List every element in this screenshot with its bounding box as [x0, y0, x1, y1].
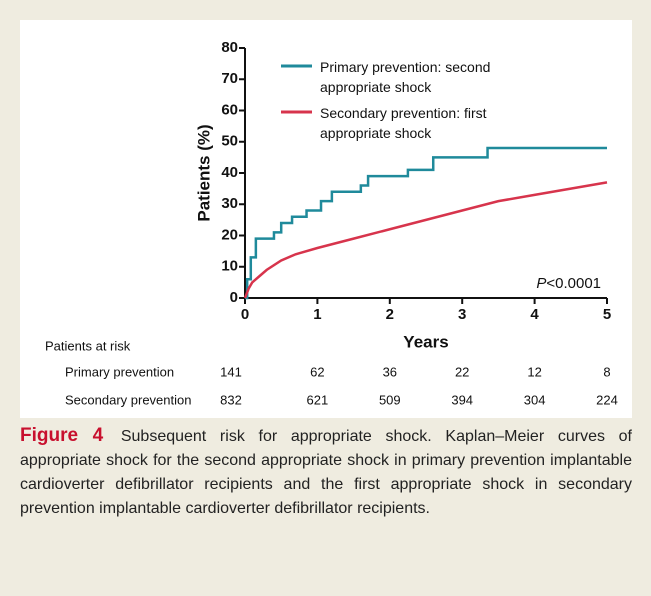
y-tick-label: 20: [221, 226, 238, 243]
y-tick-label: 60: [221, 101, 238, 118]
y-axis-label: Patients (%): [194, 124, 213, 221]
series-line: [243, 181, 608, 299]
figure-panel: [20, 20, 632, 418]
risk-value: 22: [455, 364, 469, 379]
risk-title: Patients at risk: [45, 338, 131, 353]
risk-value: 62: [310, 364, 324, 379]
caption-label: Figure 4: [20, 425, 104, 446]
y-tick-label: 40: [221, 164, 238, 181]
risk-value: 832: [220, 392, 242, 407]
legend-label: Secondary prevention: first appropriate …: [320, 105, 487, 141]
y-tick-label: 10: [221, 258, 238, 275]
p-symbol: P: [536, 275, 546, 292]
series-line: [245, 146, 607, 300]
risk-value: 509: [379, 392, 401, 407]
risk-value: 36: [383, 364, 397, 379]
caption: Figure 4 Subsequent risk for appropriate…: [20, 424, 632, 521]
p-text: <0.0001: [546, 275, 601, 292]
x-tick-label: 5: [603, 306, 611, 323]
risk-row-label: Secondary prevention: [65, 392, 191, 407]
y-tick-label: 0: [230, 289, 238, 306]
x-tick-label: 1: [313, 306, 321, 323]
x-tick-label: 3: [458, 306, 466, 323]
x-tick-label: 0: [241, 306, 249, 323]
risk-value: 304: [524, 392, 546, 407]
risk-value: 12: [527, 364, 541, 379]
p-value: P<0.0001: [536, 275, 601, 292]
risk-value: 141: [220, 364, 242, 379]
x-tick-label: 4: [530, 306, 539, 323]
risk-value: 8: [603, 364, 610, 379]
y-tick-label: 50: [221, 133, 238, 150]
legend-label: Primary prevention: second appropriate s…: [320, 59, 491, 95]
risk-value: 224: [596, 392, 618, 407]
y-tick-label: 80: [221, 39, 238, 56]
risk-value: 394: [451, 392, 473, 407]
caption-text: Subsequent risk for appropriate shock. K…: [20, 428, 632, 517]
x-axis-label: Years: [403, 332, 448, 351]
risk-row-label: Primary prevention: [65, 364, 174, 379]
y-tick-label: 30: [221, 195, 238, 212]
risk-value: 621: [307, 392, 329, 407]
y-tick-label: 70: [221, 70, 238, 87]
x-tick-label: 2: [386, 306, 394, 323]
